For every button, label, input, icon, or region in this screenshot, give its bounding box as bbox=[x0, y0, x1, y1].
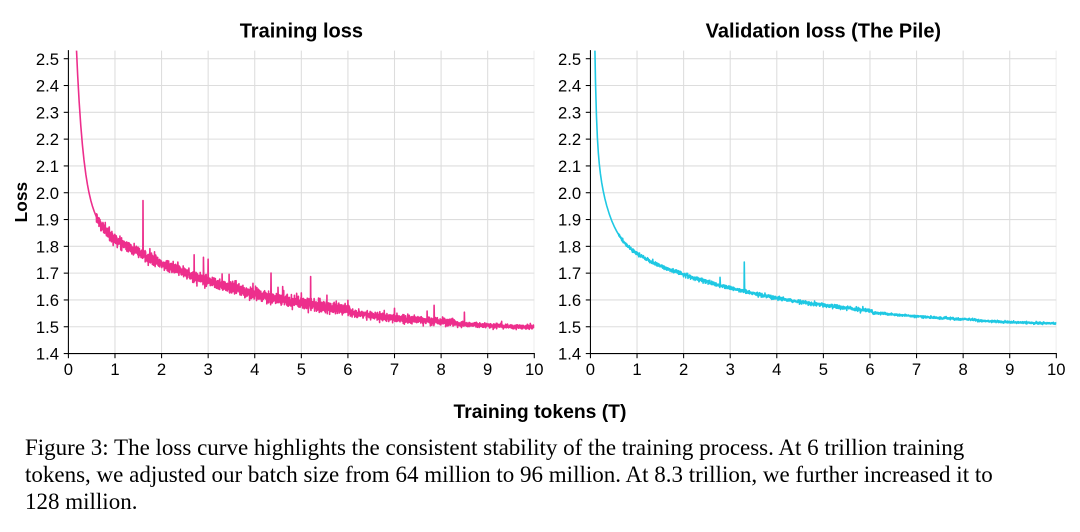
svg-text:5: 5 bbox=[297, 360, 306, 379]
svg-text:1.7: 1.7 bbox=[558, 264, 581, 283]
svg-text:1: 1 bbox=[632, 360, 641, 379]
svg-text:2.4: 2.4 bbox=[36, 77, 59, 96]
svg-text:5: 5 bbox=[819, 360, 828, 379]
svg-text:2.3: 2.3 bbox=[36, 103, 59, 122]
svg-text:2.0: 2.0 bbox=[558, 184, 581, 203]
svg-text:Loss: Loss bbox=[11, 182, 31, 222]
svg-text:1: 1 bbox=[110, 360, 119, 379]
svg-text:1.4: 1.4 bbox=[558, 345, 581, 364]
svg-text:7: 7 bbox=[390, 360, 399, 379]
svg-text:8: 8 bbox=[436, 360, 445, 379]
svg-text:9: 9 bbox=[483, 360, 492, 379]
svg-text:1.9: 1.9 bbox=[36, 211, 59, 230]
svg-text:1.9: 1.9 bbox=[558, 211, 581, 230]
svg-text:1.8: 1.8 bbox=[558, 237, 581, 256]
svg-text:2.0: 2.0 bbox=[36, 184, 59, 203]
svg-text:8: 8 bbox=[959, 360, 968, 379]
svg-text:1.4: 1.4 bbox=[36, 345, 59, 364]
svg-text:1.8: 1.8 bbox=[36, 237, 59, 256]
svg-text:4: 4 bbox=[250, 360, 259, 379]
svg-text:1.6: 1.6 bbox=[36, 291, 59, 310]
svg-text:2.5: 2.5 bbox=[36, 50, 59, 69]
svg-text:1.6: 1.6 bbox=[558, 291, 581, 310]
svg-text:0: 0 bbox=[64, 360, 73, 379]
svg-text:10: 10 bbox=[525, 360, 544, 379]
svg-text:2: 2 bbox=[157, 360, 166, 379]
svg-text:2.3: 2.3 bbox=[558, 103, 581, 122]
svg-text:2.2: 2.2 bbox=[558, 130, 581, 149]
svg-text:2.5: 2.5 bbox=[558, 50, 581, 69]
svg-text:7: 7 bbox=[912, 360, 921, 379]
svg-text:Validation loss (The Pile): Validation loss (The Pile) bbox=[706, 20, 941, 42]
svg-text:4: 4 bbox=[772, 360, 781, 379]
svg-text:9: 9 bbox=[1005, 360, 1014, 379]
svg-text:1.5: 1.5 bbox=[558, 318, 581, 337]
svg-text:10: 10 bbox=[1047, 360, 1066, 379]
svg-text:Training loss: Training loss bbox=[240, 20, 363, 42]
svg-text:2.2: 2.2 bbox=[36, 130, 59, 149]
svg-text:2: 2 bbox=[679, 360, 688, 379]
svg-text:2.1: 2.1 bbox=[558, 157, 581, 176]
svg-text:1.7: 1.7 bbox=[36, 264, 59, 283]
svg-text:0: 0 bbox=[586, 360, 595, 379]
svg-text:1.5: 1.5 bbox=[36, 318, 59, 337]
svg-text:Training tokens (T): Training tokens (T) bbox=[454, 402, 627, 422]
svg-text:2.4: 2.4 bbox=[558, 77, 581, 96]
svg-text:6: 6 bbox=[343, 360, 352, 379]
svg-text:3: 3 bbox=[726, 360, 735, 379]
svg-text:3: 3 bbox=[204, 360, 213, 379]
svg-text:6: 6 bbox=[865, 360, 874, 379]
svg-text:2.1: 2.1 bbox=[36, 157, 59, 176]
